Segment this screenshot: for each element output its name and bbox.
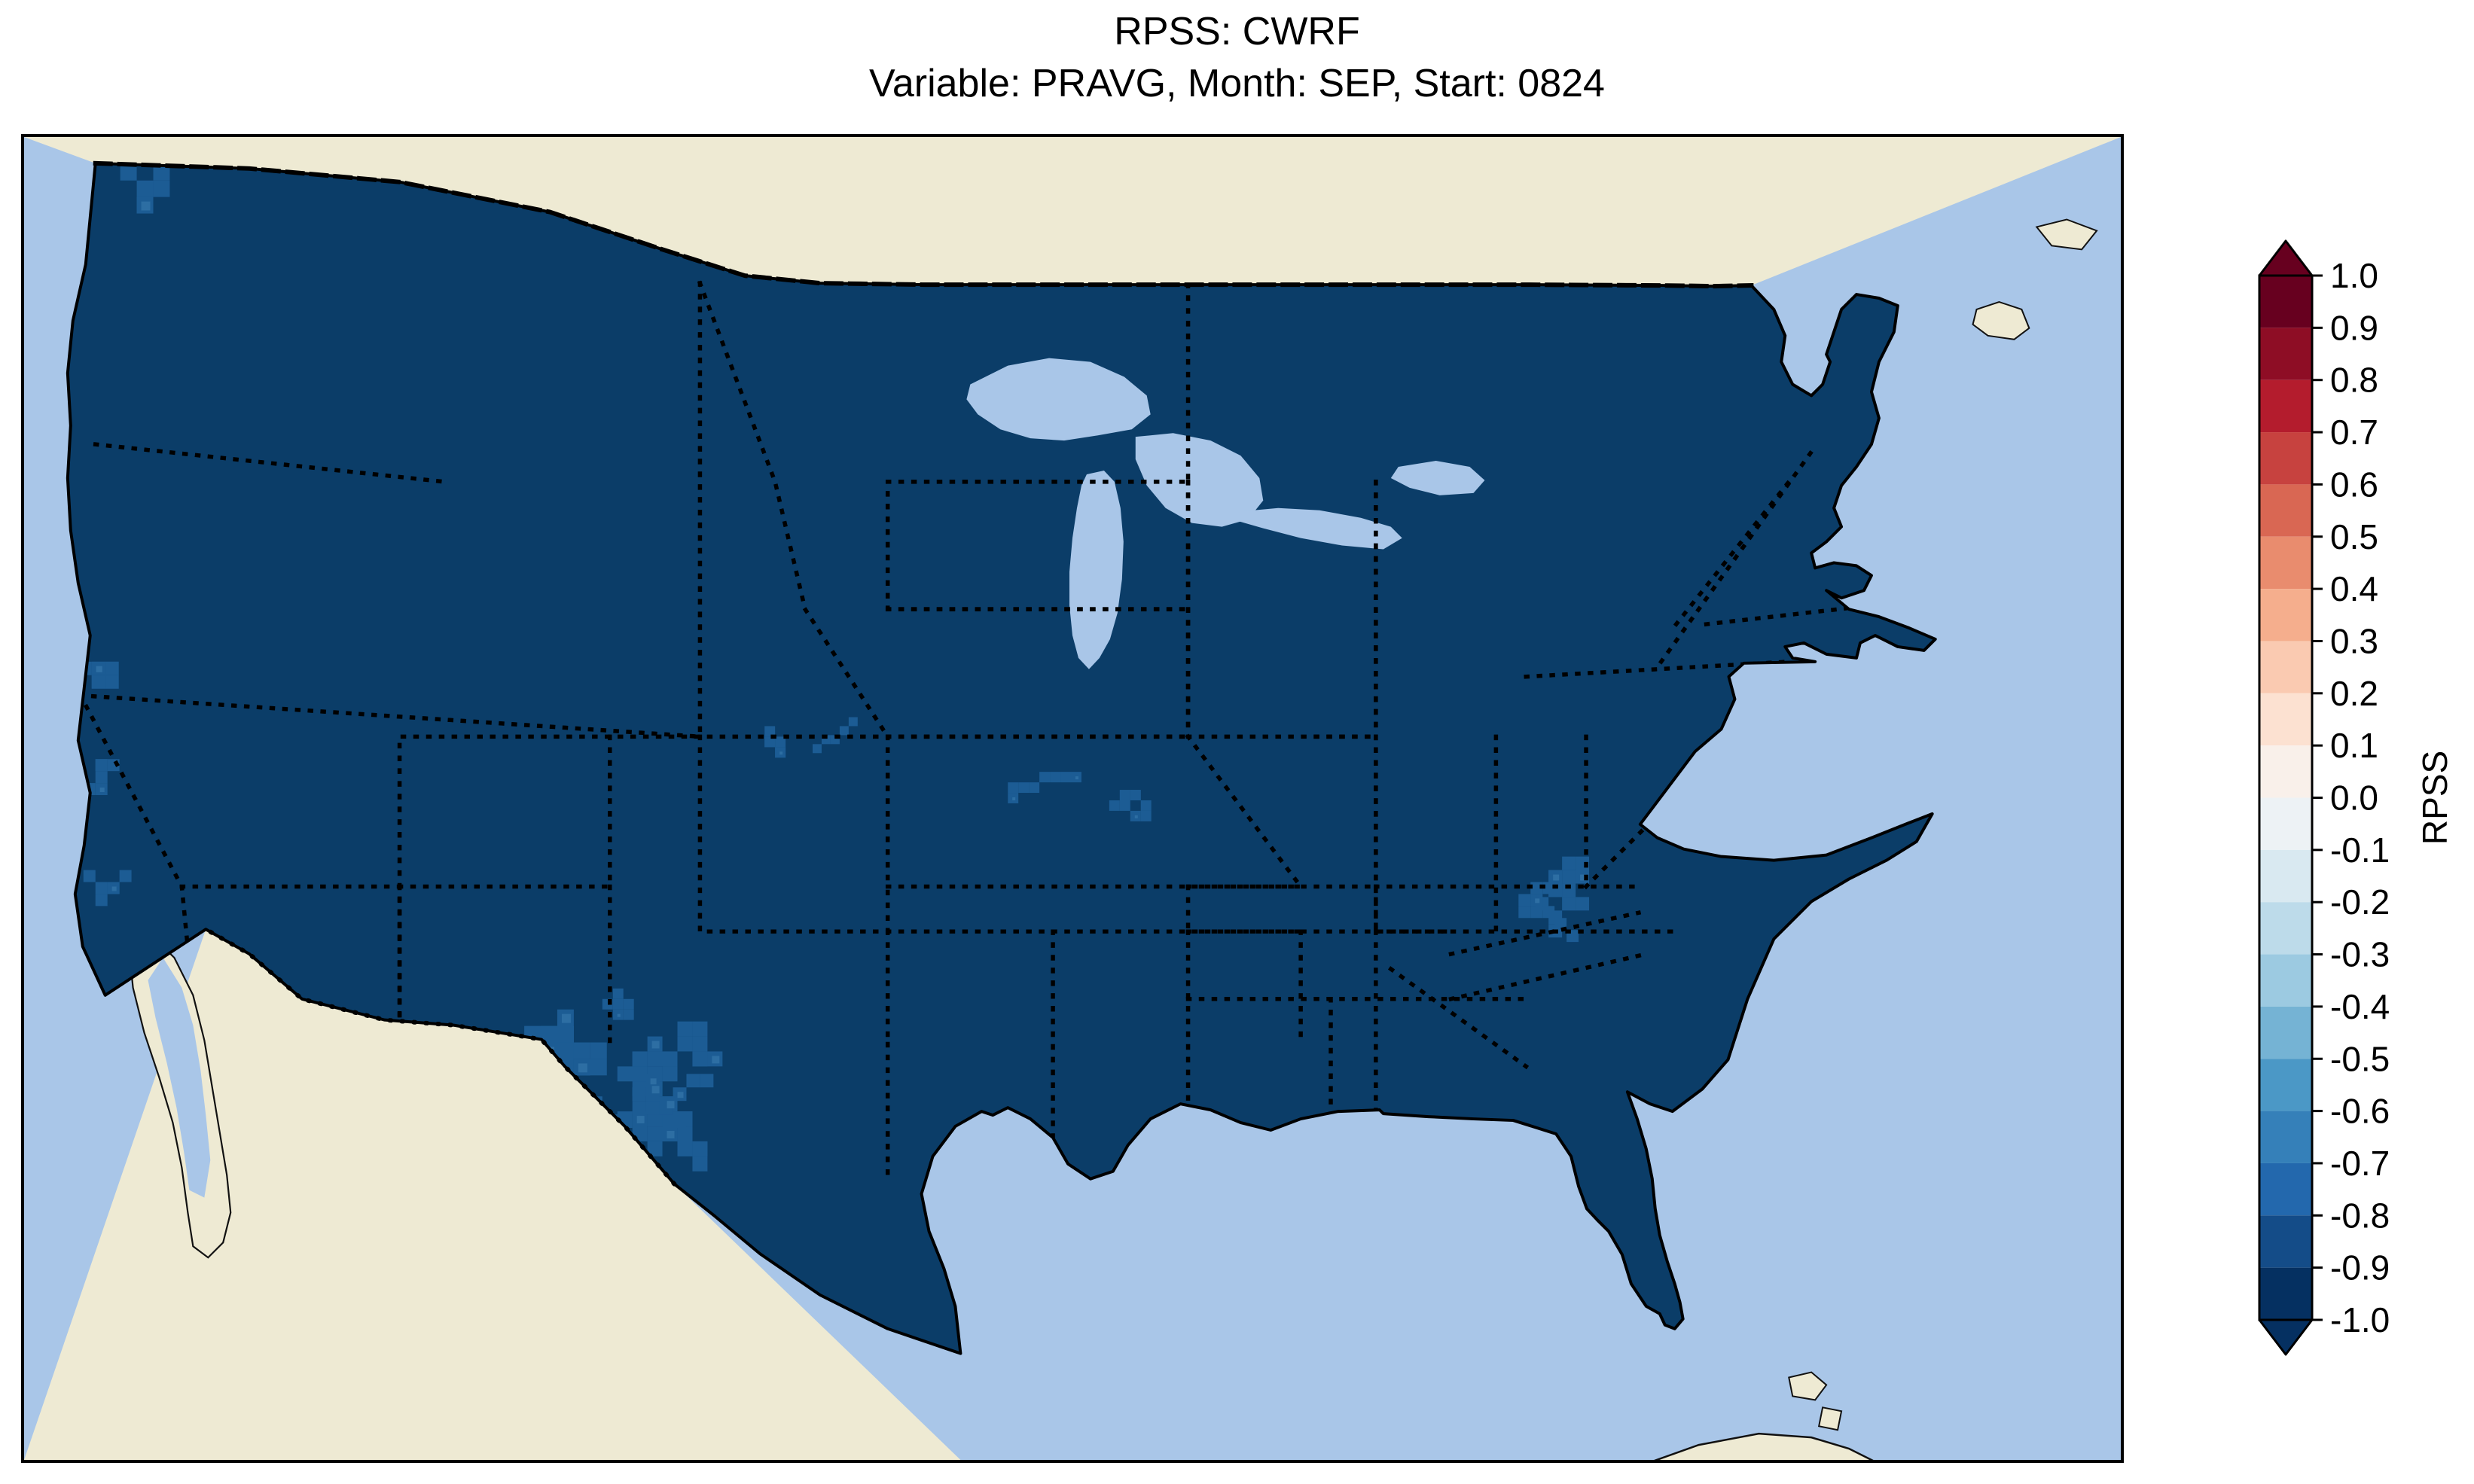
svg-text:0.9: 0.9 — [2330, 308, 2378, 347]
svg-text:0.7: 0.7 — [2330, 413, 2378, 452]
svg-text:1.0: 1.0 — [2330, 256, 2378, 295]
svg-text:-0.6: -0.6 — [2330, 1092, 2390, 1131]
svg-text:-0.1: -0.1 — [2330, 830, 2390, 870]
svg-text:0.1: 0.1 — [2330, 726, 2378, 765]
svg-text:0.6: 0.6 — [2330, 465, 2378, 504]
svg-text:-0.5: -0.5 — [2330, 1039, 2390, 1078]
svg-text:0.5: 0.5 — [2330, 517, 2378, 556]
svg-text:-1.0: -1.0 — [2330, 1300, 2390, 1339]
svg-text:RPSS: RPSS — [2415, 751, 2454, 845]
svg-text:0.3: 0.3 — [2330, 621, 2378, 660]
svg-text:0.4: 0.4 — [2330, 569, 2378, 608]
svg-text:-0.8: -0.8 — [2330, 1196, 2390, 1235]
svg-text:0.2: 0.2 — [2330, 674, 2378, 713]
svg-text:-0.3: -0.3 — [2330, 935, 2390, 974]
svg-text:-0.2: -0.2 — [2330, 882, 2390, 922]
svg-text:0.0: 0.0 — [2330, 779, 2378, 818]
svg-text:0.8: 0.8 — [2330, 361, 2378, 400]
svg-text:-0.9: -0.9 — [2330, 1248, 2390, 1287]
svg-text:-0.4: -0.4 — [2330, 987, 2390, 1026]
svg-text:-0.7: -0.7 — [2330, 1144, 2390, 1183]
